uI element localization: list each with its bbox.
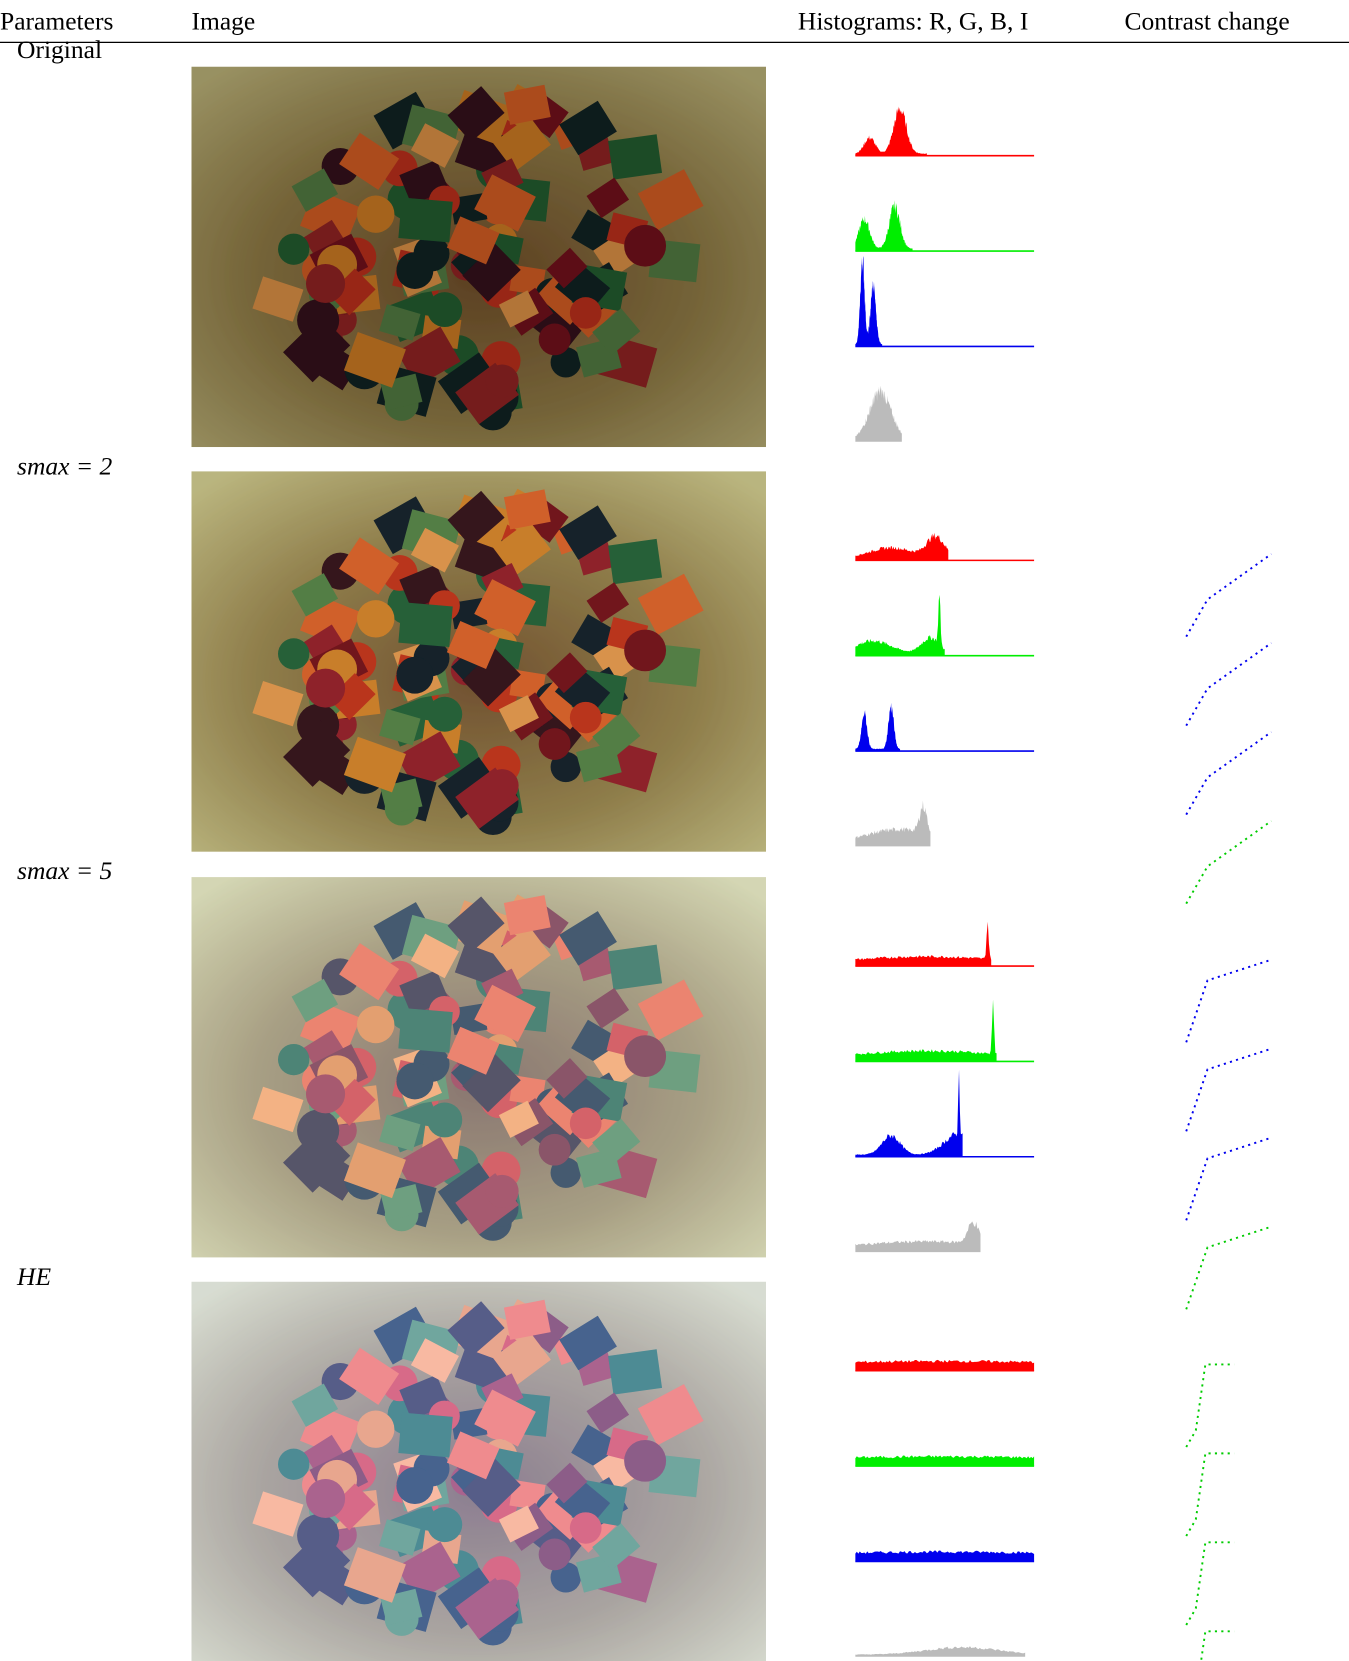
row-label: smax = 5	[17, 856, 112, 885]
image	[191, 1282, 765, 1661]
contrast-curve	[1186, 1453, 1234, 1536]
histogram	[855, 1455, 1034, 1466]
image	[191, 67, 765, 447]
contrast-curve	[1186, 1227, 1271, 1310]
histogram	[855, 703, 900, 751]
histogram	[855, 595, 944, 656]
histogram	[855, 1070, 962, 1157]
histogram	[855, 386, 901, 442]
image	[191, 471, 765, 851]
image	[191, 877, 765, 1257]
contrast-curve	[1186, 821, 1271, 904]
col-header: Histograms: R, G, B, I	[798, 7, 1028, 36]
contrast-curve	[1186, 1138, 1271, 1221]
histogram	[855, 1221, 980, 1252]
contrast-curve	[1186, 960, 1271, 1043]
contrast-curve	[1186, 643, 1271, 726]
histogram	[855, 800, 930, 846]
contrast-curve	[1186, 1364, 1234, 1447]
contrast-curve	[1186, 554, 1271, 637]
histogram	[855, 107, 926, 156]
histogram	[855, 1646, 1025, 1657]
col-header: Contrast change	[1125, 7, 1290, 36]
histogram	[855, 1360, 1034, 1371]
contrast-curve	[1186, 1542, 1234, 1625]
contrast-curve	[1186, 1049, 1271, 1132]
row-label: Original	[17, 35, 102, 64]
row-label: smax = 2	[17, 452, 112, 481]
histogram	[855, 200, 912, 251]
contrast-curve	[1186, 1631, 1234, 1661]
page: Parameters Image Histograms: R, G, B, I …	[0, 0, 1349, 1661]
col-header: Parameters	[0, 7, 113, 36]
histogram	[855, 256, 882, 346]
histogram	[855, 922, 991, 966]
histogram	[855, 1000, 996, 1062]
histogram	[855, 1551, 1034, 1562]
contrast-curve	[1186, 732, 1271, 815]
figure: Parameters Image Histograms: R, G, B, I …	[0, 0, 1349, 1661]
col-header: Image	[191, 7, 255, 36]
histogram	[855, 533, 948, 561]
row-label: HE	[16, 1262, 51, 1291]
